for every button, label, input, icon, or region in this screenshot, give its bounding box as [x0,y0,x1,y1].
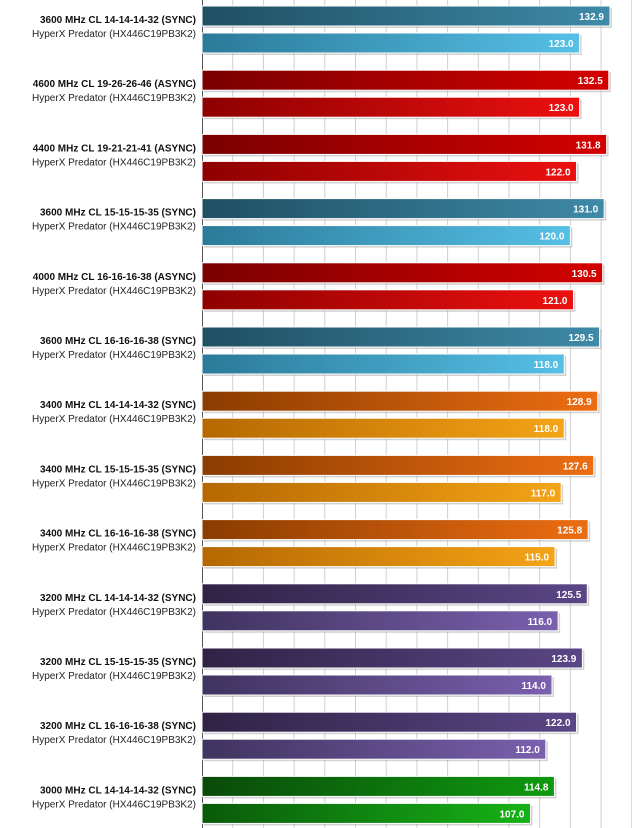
value-label: 121.0 [542,296,567,307]
bar [201,133,608,155]
value-label: 107.0 [499,809,524,820]
bar [201,225,571,247]
category-label: 3600 MHz CL 15-15-15-35 (SYNC) [40,208,196,219]
value-label: 120.0 [539,232,564,243]
bar [201,5,611,27]
bar [201,32,581,54]
labels-layer: 3600 MHz CL 14-14-14-32 (SYNC) HyperX Pre… [32,12,604,820]
value-label: 118.0 [534,424,559,435]
bar [201,711,578,733]
grid-layer [202,0,632,828]
category-sublabel: HyperX Predator (HX446C19PB3K2) [32,286,196,297]
bar [201,546,556,568]
category-label: 3400 MHz CL 16-16-16-38 (SYNC) [40,529,196,540]
bar [201,674,553,696]
bar [201,802,531,824]
value-label: 127.6 [563,461,588,472]
value-label: 131.8 [576,140,601,151]
value-label: 125.8 [557,526,582,537]
category-sublabel: HyperX Predator (HX446C19PB3K2) [32,478,196,489]
bar [201,326,601,348]
category-label: 3400 MHz CL 15-15-15-35 (SYNC) [40,464,196,475]
value-label: 132.5 [578,76,603,87]
value-label: 116.0 [528,617,553,628]
category-label: 3400 MHz CL 14-14-14-32 (SYNC) [40,400,196,411]
value-label: 123.0 [549,39,574,50]
bar [201,454,595,476]
category-label: 3600 MHz CL 16-16-16-38 (SYNC) [40,336,196,347]
category-label: 3200 MHz CL 14-14-14-32 (SYNC) [40,593,196,604]
category-label: 3600 MHz CL 14-14-14-32 (SYNC) [40,15,196,26]
category-sublabel: HyperX Predator (HX446C19PB3K2) [32,543,196,554]
value-label: 123.0 [549,103,574,114]
category-label: 3200 MHz CL 16-16-16-38 (SYNC) [40,721,196,732]
value-label: 112.0 [515,745,540,756]
bar [201,198,605,220]
bar [201,390,599,412]
category-sublabel: HyperX Predator (HX446C19PB3K2) [32,93,196,104]
bar [201,160,578,182]
value-label: 125.5 [556,590,581,601]
value-label: 131.0 [573,205,598,216]
category-sublabel: HyperX Predator (HX446C19PB3K2) [32,671,196,682]
value-label: 122.0 [546,167,571,178]
bar [201,289,574,311]
category-label: 4600 MHz CL 19-26-26-46 (ASYNC) [33,79,196,90]
value-label: 130.5 [572,269,597,280]
category-label: 3000 MHz CL 14-14-14-32 (SYNC) [40,785,196,796]
category-label: 4400 MHz CL 19-21-21-41 (ASYNC) [33,143,196,154]
bar [201,583,588,605]
bar [201,262,604,284]
category-sublabel: HyperX Predator (HX446C19PB3K2) [32,29,196,40]
bar [201,481,562,503]
value-label: 128.9 [567,397,592,408]
bar [201,353,565,375]
category-sublabel: HyperX Predator (HX446C19PB3K2) [32,607,196,618]
bar [201,647,583,669]
value-label: 117.0 [531,488,556,499]
bar [201,96,581,118]
category-sublabel: HyperX Predator (HX446C19PB3K2) [32,414,196,425]
value-label: 132.9 [579,12,604,23]
value-label: 115.0 [525,553,550,564]
category-sublabel: HyperX Predator (HX446C19PB3K2) [32,735,196,746]
bar [201,738,547,760]
bar [201,417,565,439]
bar [201,519,589,541]
value-label: 129.5 [569,333,594,344]
bar [201,775,555,797]
category-sublabel: HyperX Predator (HX446C19PB3K2) [32,157,196,168]
bars-layer [201,5,613,826]
category-label: 4000 MHz CL 16-16-16-38 (ASYNC) [33,272,196,283]
value-label: 122.0 [546,718,571,729]
value-label: 118.0 [534,360,559,371]
value-label: 114.8 [524,782,549,793]
value-label: 114.0 [521,681,546,692]
value-label: 123.9 [551,654,576,665]
category-label: 3200 MHz CL 15-15-15-35 (SYNC) [40,657,196,668]
category-sublabel: HyperX Predator (HX446C19PB3K2) [32,222,196,233]
bar [201,69,610,91]
category-sublabel: HyperX Predator (HX446C19PB3K2) [32,350,196,361]
category-sublabel: HyperX Predator (HX446C19PB3K2) [32,799,196,810]
bar [201,610,559,632]
